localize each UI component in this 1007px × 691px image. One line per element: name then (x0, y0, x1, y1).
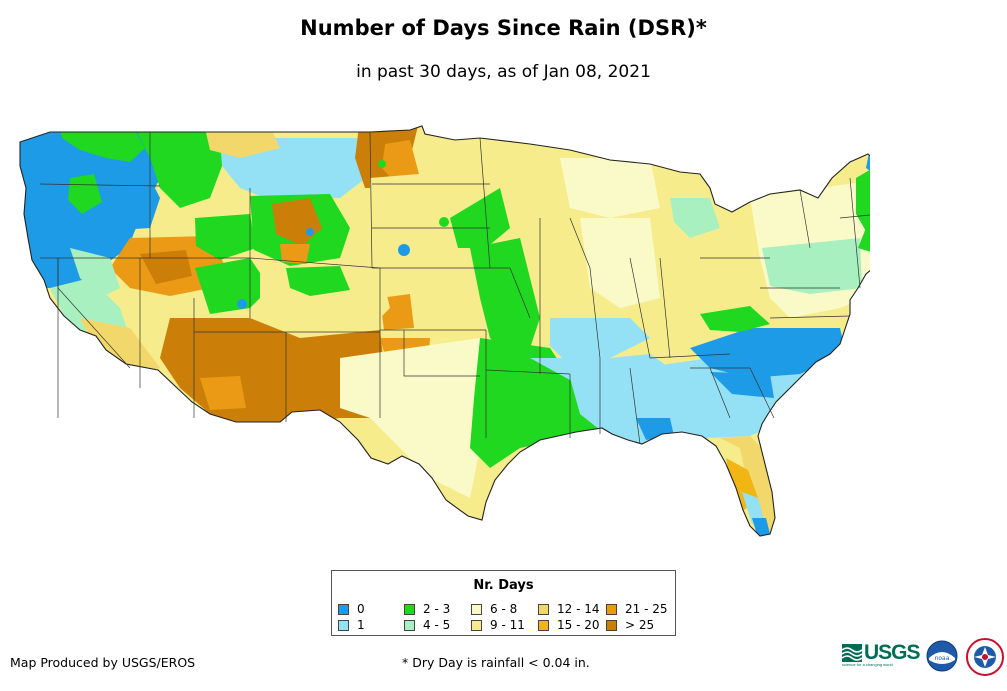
legend-item-2: 2 - 3 (404, 602, 450, 616)
legend-swatch (471, 619, 482, 631)
legend-item-8: 21 - 25 (606, 602, 668, 616)
nws-logo-icon (966, 638, 1004, 676)
legend-swatch (404, 619, 415, 631)
usgs-logo: USGS (842, 641, 921, 665)
legend-item-4: 6 - 8 (471, 602, 517, 616)
usgs-tagline: science for a changing world (842, 662, 893, 667)
legend-swatch (606, 619, 617, 631)
noaa-wordmark: noaa (935, 655, 950, 662)
legend-title: Nr. Days (473, 578, 534, 593)
map-title: Number of Days Since Rain (DSR)* (300, 16, 707, 40)
legend-label: 21 - 25 (625, 602, 668, 616)
legend-label: 6 - 8 (490, 602, 518, 616)
map-subtitle: in past 30 days, as of Jan 08, 2021 (356, 62, 651, 82)
legend-label: 12 - 14 (557, 602, 600, 616)
legend-swatch (338, 619, 349, 631)
legend-item-9: > 25 (606, 618, 654, 632)
legend-swatch (606, 603, 617, 615)
legend-swatch (471, 603, 482, 615)
legend-item-6: 12 - 14 (538, 602, 600, 616)
agency-logos: USGS science for a changing world noaa (842, 636, 1004, 680)
legend-item-0: 0 (338, 602, 365, 616)
legend-label: 4 - 5 (423, 618, 451, 632)
legend-label: 9 - 11 (490, 618, 525, 632)
legend-swatch (538, 619, 549, 631)
legend-label: 15 - 20 (557, 618, 600, 632)
legend-label: 1 (357, 618, 365, 632)
dry-day-note: * Dry Day is rainfall < 0.04 in. (402, 655, 590, 670)
credit-text: Map Produced by USGS/EROS (10, 655, 196, 670)
legend-label: 2 - 3 (423, 602, 451, 616)
us-dsr-map (19, 125, 870, 537)
legend-label: 0 (357, 602, 365, 616)
legend-item-7: 15 - 20 (538, 618, 600, 632)
legend-item-5: 9 - 11 (471, 618, 525, 632)
legend-swatch (538, 603, 549, 615)
legend-swatch (404, 603, 415, 615)
usgs-wordmark: USGS (864, 641, 921, 664)
legend-label: > 25 (625, 618, 655, 632)
legend: Nr. Days 0 1 2 - 3 4 - 5 6 - 8 9 - 11 12… (331, 570, 676, 636)
legend-item-1: 1 (338, 618, 365, 632)
usgs-wave-icon (842, 644, 862, 662)
legend-swatch (338, 603, 349, 615)
noaa-logo-icon: noaa (926, 640, 958, 672)
legend-item-3: 4 - 5 (404, 618, 450, 632)
